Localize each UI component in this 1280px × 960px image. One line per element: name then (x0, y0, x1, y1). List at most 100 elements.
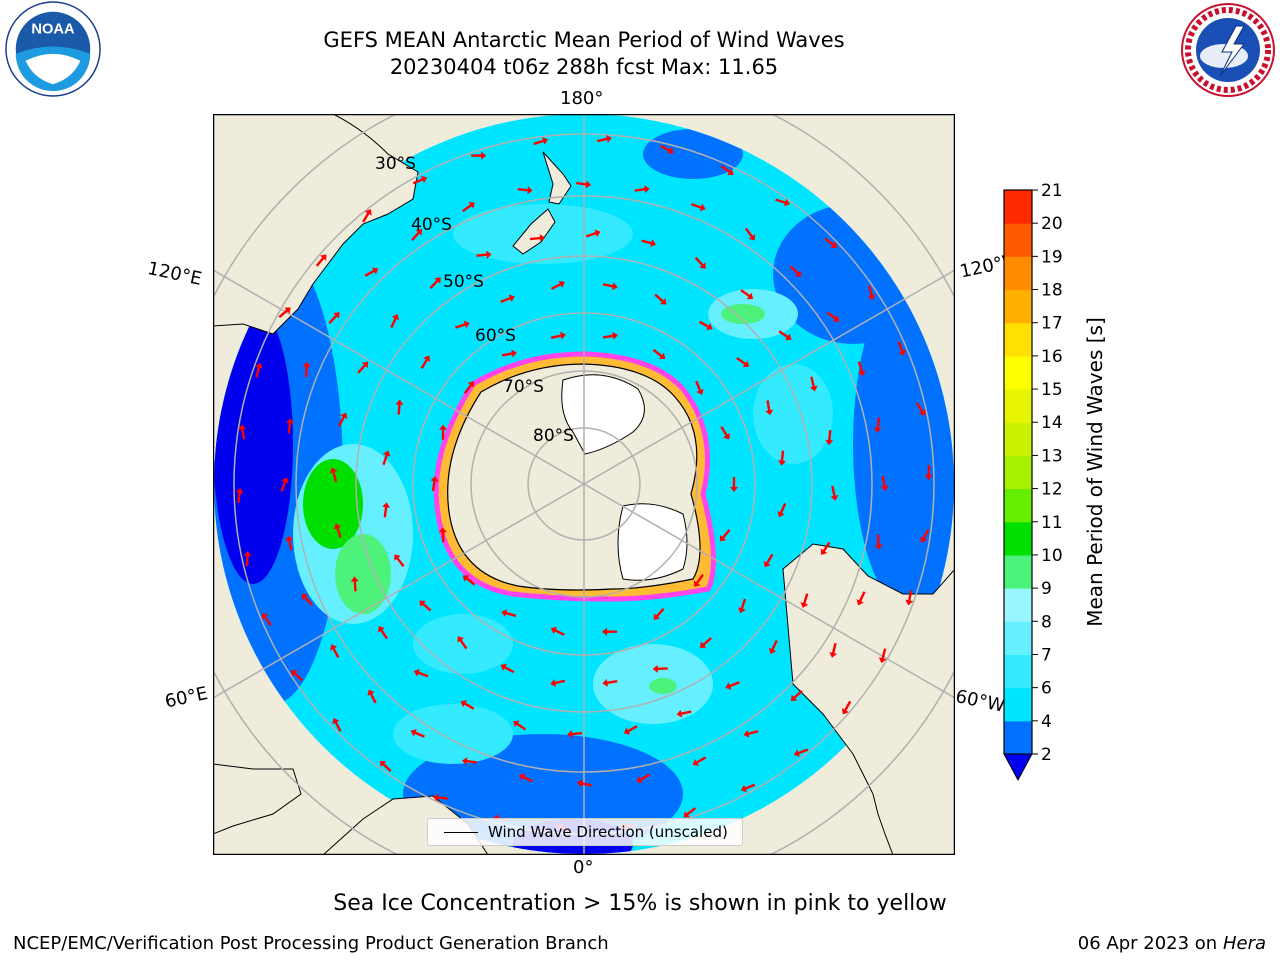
wave-direction-arrow (826, 311, 840, 322)
weddell-ice-shelf (617, 503, 688, 581)
date-line: 06 Apr 2023 on Hera (1078, 933, 1266, 954)
wave-direction-arrow (841, 700, 852, 715)
colorbar-band (1004, 554, 1032, 589)
wave-direction-arrow (695, 380, 704, 395)
wave-direction-arrow (653, 607, 665, 620)
wave-direction-arrow (533, 137, 549, 146)
colorbar-tick-label: 7 (1041, 645, 1052, 665)
wave-direction-arrow (332, 718, 342, 732)
colorbar-tick-label: 16 (1041, 347, 1063, 367)
wave-direction-arrow (694, 256, 706, 269)
map-border (213, 114, 955, 855)
wave-direction-arrow (576, 180, 592, 189)
wave-direction-arrow (740, 783, 756, 793)
wave-direction-arrow (825, 430, 834, 446)
wave-direction-arrow (765, 400, 774, 416)
wave-direction-arrow (830, 485, 839, 501)
chart-subtitle: 20230404 t06z 288h fcst Max: 11.65 (389, 55, 779, 79)
wave-direction-arrow (379, 760, 392, 773)
wave-direction-arrow (338, 412, 348, 427)
colorbar-tick-label: 13 (1041, 446, 1063, 466)
wave-direction-arrow (602, 282, 618, 291)
madagascar-land (213, 763, 302, 835)
colorbar-band (1004, 256, 1032, 291)
wave-direction-arrow (743, 729, 759, 738)
wave-direction-arrow (235, 487, 244, 503)
wave-direction-arrow (744, 227, 755, 241)
wave-direction-arrow (420, 355, 431, 370)
wave-direction-arrow (419, 600, 432, 612)
wave-direction-arrow (301, 593, 313, 606)
colorbar-band (1004, 223, 1032, 257)
wave-direction-arrow (328, 312, 340, 324)
wave-direction-arrow (905, 590, 914, 606)
date-text: 06 Apr 2023 on (1077, 933, 1223, 954)
lon-label-60e: 60°E (163, 683, 210, 713)
colorbar-tick-label: 17 (1041, 314, 1063, 334)
wave-direction-arrow (432, 793, 448, 802)
colorbar-band (1004, 588, 1032, 622)
wave-direction-arrow (255, 362, 263, 378)
wave-direction-arrow (915, 402, 926, 416)
wave-direction-arrow (652, 348, 666, 360)
colorbar-tick-label: 21 (1041, 181, 1063, 201)
wave-direction-arrow (439, 424, 448, 440)
wave-direction-arrow (763, 553, 774, 568)
colorbar-tick-label: 14 (1041, 413, 1063, 433)
wave-direction-arrow (820, 541, 831, 556)
wave-direction-arrow (280, 477, 289, 492)
wave-direction-arrow (382, 502, 391, 518)
wave-direction-arrow (738, 598, 747, 614)
wave-direction-arrow (357, 361, 369, 374)
wave-direction-arrow (364, 267, 379, 277)
wave-direction-arrow (501, 349, 517, 358)
wave-direction-arrow (829, 642, 838, 658)
wave-direction-arrow (530, 234, 546, 243)
australia-land (213, 114, 419, 335)
lon-label-180: 180° (560, 88, 604, 109)
wave-direction-arrow (720, 426, 730, 440)
wave-direction-arrow (462, 202, 475, 213)
lat-label-80s: 80°S (533, 426, 574, 446)
colorbar-band (1004, 389, 1032, 423)
wave-direction-arrow (636, 773, 651, 784)
wave-direction-arrow (330, 644, 340, 659)
colorbar-band (1004, 322, 1032, 357)
map-legend: Wind Wave Direction (unscaled) (427, 818, 743, 846)
lat-label-40s: 40°S (411, 215, 452, 235)
colorbar-tick-label: 15 (1041, 380, 1063, 400)
wave-direction-arrow (897, 341, 907, 356)
wave-direction-arrow (461, 757, 477, 766)
wave-direction-arrow (550, 679, 566, 687)
wave-direction-arrow (471, 151, 487, 160)
wave-direction-arrow (693, 573, 704, 587)
colorbar-ticks: 2 4 6 7 8 9 10 11 12 13 14 15 16 17 18 19 20 21 (1032, 181, 1063, 765)
wave-direction-arrow (395, 399, 404, 415)
noaa-logo: NOAA (5, 1, 101, 97)
colorbar-band (1004, 355, 1032, 390)
wave-direction-arrow (699, 637, 712, 648)
colorbar-extend-arrow (1003, 753, 1033, 782)
wave-direction-arrow (654, 293, 667, 305)
wave-direction-arrow (333, 523, 342, 538)
wave-direction-arrow (463, 381, 475, 394)
wave-direction-arrow (413, 669, 429, 678)
wave-direction-arrow (315, 254, 327, 267)
wave-direction-arrow (652, 664, 668, 673)
wave-direction-arrow (410, 729, 425, 738)
wave-direction-arrow (550, 626, 565, 636)
colorbar-tick-label: 11 (1041, 513, 1063, 533)
new-zealand-north (542, 151, 572, 205)
wave-direction-arrow (350, 576, 359, 592)
wave-direction-arrow (291, 670, 304, 682)
wave-direction-arrow (567, 730, 583, 739)
credit-line: NCEP/EMC/Verification Post Processing Pr… (13, 933, 609, 954)
wave-direction-arrow (394, 554, 405, 567)
wave-direction-arrow (878, 648, 887, 664)
wave-direction-arrow (455, 320, 470, 329)
wave-direction-arrow (740, 289, 754, 300)
legend-label: Wind Wave Direction (unscaled) (488, 823, 728, 841)
wave-direction-arrow (873, 417, 882, 433)
colorbar-bands (1004, 190, 1032, 755)
colorbar-tick-label: 20 (1041, 214, 1063, 234)
